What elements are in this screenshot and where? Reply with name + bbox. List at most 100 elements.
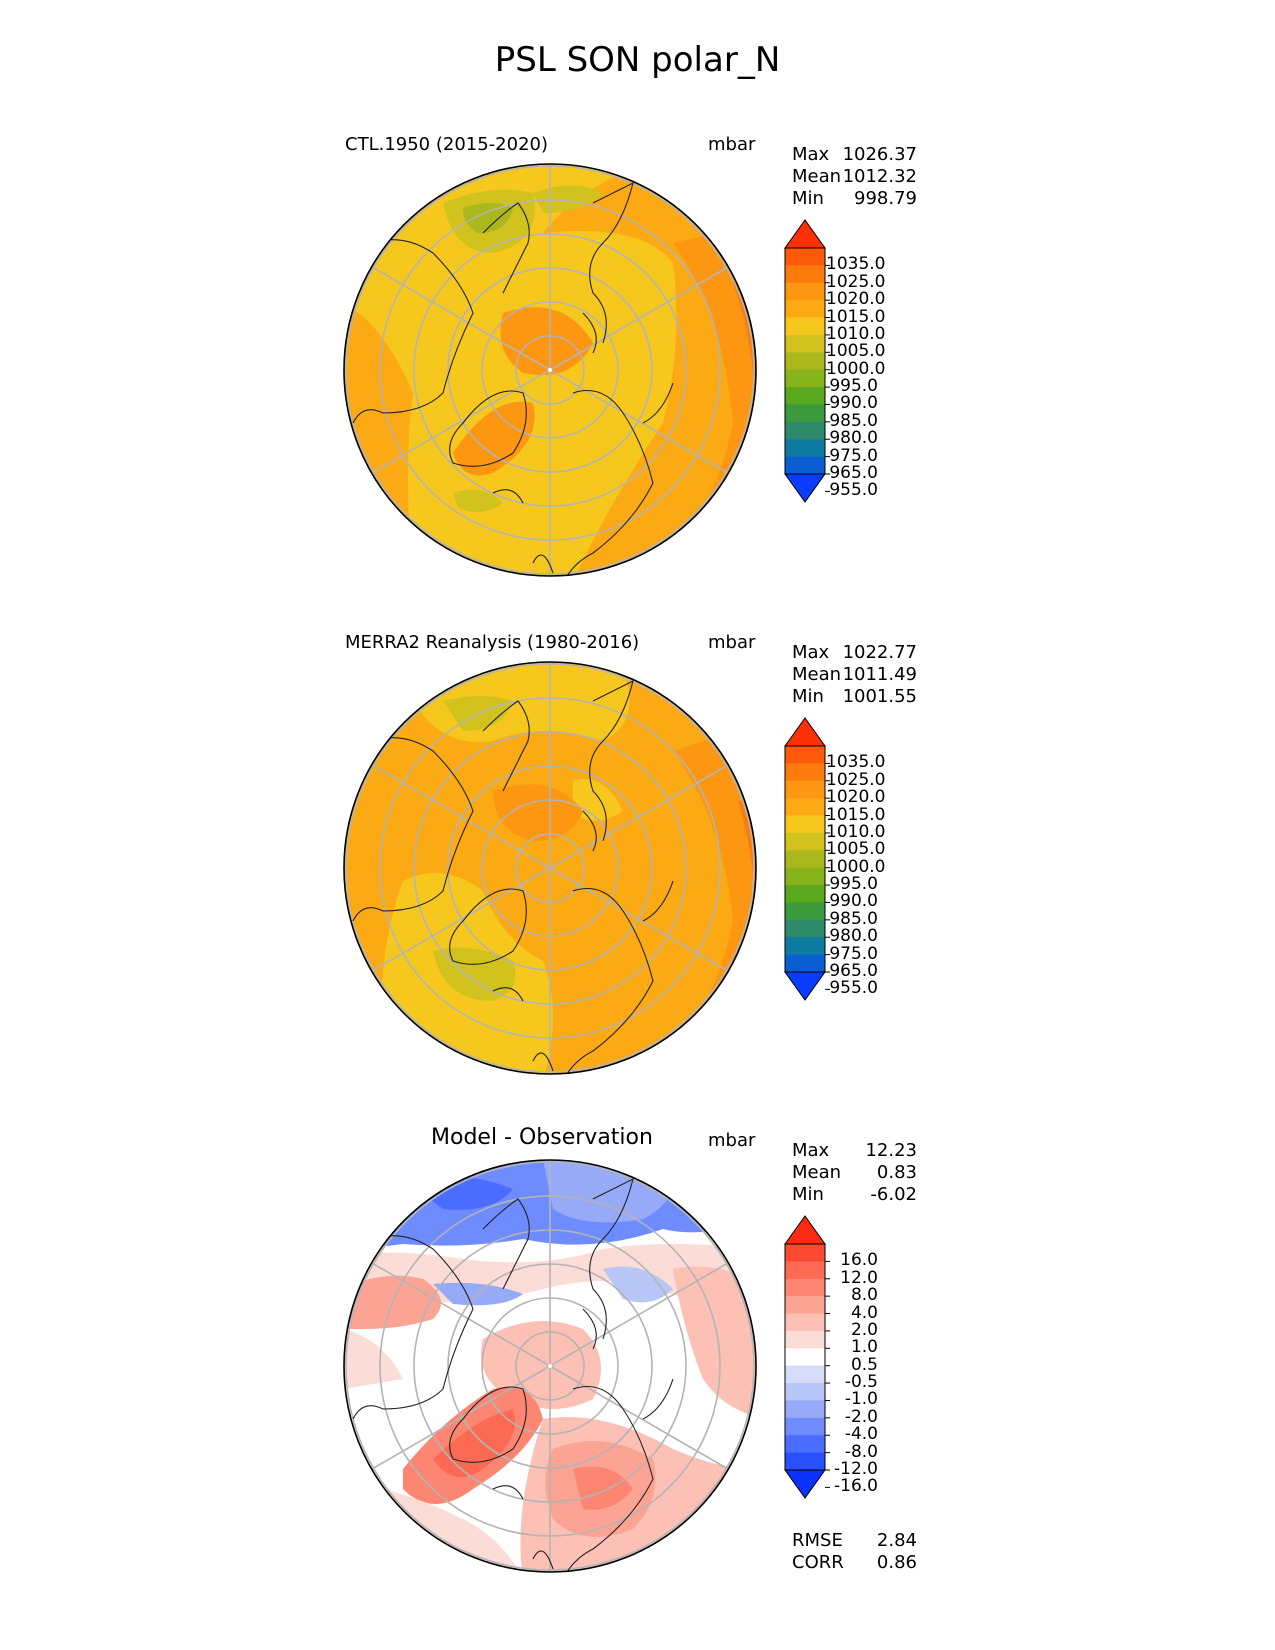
stat-value: 1022.77 bbox=[842, 642, 917, 663]
colorbar-tick-label: -16.0 bbox=[834, 1476, 878, 1497]
stat-label: Max bbox=[792, 1140, 830, 1161]
colorbar-extend-top bbox=[784, 219, 826, 249]
colorbar-tick-label: 1000.0 bbox=[826, 358, 886, 379]
stat-value: 1026.37 bbox=[842, 144, 917, 165]
colorbar-tick-label: 975.0 bbox=[829, 445, 878, 466]
colorbar-tick-label: 1025.0 bbox=[826, 271, 886, 292]
colorbar-tick-label: 1010.0 bbox=[826, 821, 886, 842]
colorbar-segment bbox=[785, 265, 825, 284]
stat-value: 0.83 bbox=[876, 1162, 917, 1183]
colorbar-tick-label: 955.0 bbox=[829, 480, 878, 501]
colorbar-segment bbox=[785, 387, 825, 405]
field-region bbox=[463, 203, 513, 233]
panel-2-map bbox=[343, 661, 757, 1075]
stat-label: Mean bbox=[792, 166, 842, 187]
colorbar-tick-label: 965.0 bbox=[829, 961, 878, 981]
colorbar-segment bbox=[785, 1365, 825, 1384]
colorbar-tick-label: -2.0 bbox=[844, 1406, 878, 1427]
stat-value: 12.23 bbox=[865, 1140, 917, 1161]
stat-label: Max bbox=[792, 642, 830, 663]
colorbar-segment bbox=[785, 300, 825, 319]
colorbar-tick-label: 985.0 bbox=[829, 410, 878, 431]
colorbar-tick-label: 1010.0 bbox=[826, 323, 886, 344]
colorbar-segment bbox=[785, 798, 825, 817]
colorbar-tick-label: 1.0 bbox=[850, 1337, 878, 1358]
colorbar-segment bbox=[785, 1383, 825, 1401]
colorbar-tick-label: 990.0 bbox=[829, 393, 878, 414]
colorbar-segment bbox=[785, 1452, 825, 1471]
panel-2-colorbar bbox=[784, 717, 830, 1001]
colorbar-segment bbox=[785, 1435, 825, 1454]
stat-value: -6.02 bbox=[870, 1184, 917, 1205]
colorbar-extend-bottom bbox=[784, 1469, 826, 1499]
panel-3-map bbox=[343, 1159, 757, 1573]
colorbar-extend-top bbox=[784, 717, 826, 747]
colorbar-segment bbox=[785, 352, 825, 371]
stat-label: CORR bbox=[792, 1552, 844, 1573]
colorbar-tick-label: -12.0 bbox=[834, 1459, 878, 1479]
colorbar-frame bbox=[784, 1243, 826, 1471]
panel-1-stats: Max 1026.37 Mean 1012.32 Min 998.79 bbox=[792, 144, 917, 210]
stat-label: Mean bbox=[792, 1162, 842, 1183]
field-region bbox=[433, 1409, 515, 1477]
panel-3-title: Model - Observation bbox=[431, 1125, 653, 1150]
colorbar-segment bbox=[785, 1244, 825, 1262]
colorbar-segment bbox=[785, 1417, 825, 1436]
stat-value: 2.84 bbox=[876, 1530, 917, 1551]
colorbar-extend-bottom bbox=[784, 971, 826, 1001]
panel-3-units: mbar bbox=[708, 1130, 756, 1151]
colorbar-tick-label: 1005.0 bbox=[826, 839, 886, 860]
colorbar-segment bbox=[785, 919, 825, 938]
colorbar-segment bbox=[785, 885, 825, 903]
colorbar-tick-label: 1015.0 bbox=[826, 804, 886, 825]
colorbar-segment bbox=[785, 439, 825, 458]
field-region bbox=[493, 784, 583, 841]
stat-label: Mean bbox=[792, 664, 842, 685]
colorbar-segment bbox=[785, 867, 825, 886]
colorbar-tick-label: 1025.0 bbox=[826, 769, 886, 790]
panel-3-extra-stats: RMSE 2.84 CORR 0.86 bbox=[792, 1530, 917, 1574]
colorbar-segment bbox=[785, 780, 825, 799]
colorbar-tick-label: 1015.0 bbox=[826, 306, 886, 327]
colorbar-segment bbox=[785, 1313, 825, 1332]
colorbar-segment bbox=[785, 334, 825, 353]
colorbar-tick-label: 16.0 bbox=[840, 1250, 878, 1271]
colorbar-tick-label: 995.0 bbox=[829, 874, 878, 895]
colorbar-tick-label: 975.0 bbox=[829, 943, 878, 964]
colorbar-segment bbox=[785, 282, 825, 301]
colorbar-segment bbox=[785, 1278, 825, 1297]
colorbar-tick-label: 980.0 bbox=[829, 428, 878, 449]
colorbar-segment bbox=[785, 937, 825, 956]
colorbar-segment bbox=[785, 317, 825, 336]
stat-value: 0.86 bbox=[876, 1552, 917, 1573]
stat-label: Min bbox=[792, 188, 824, 209]
colorbar-segment bbox=[785, 1348, 825, 1367]
panel-2-title: MERRA2 Reanalysis (1980-2016) bbox=[345, 632, 640, 653]
colorbar-tick-label: -4.0 bbox=[844, 1424, 878, 1445]
colorbar-frame bbox=[784, 247, 826, 475]
colorbar-tick-label: 12.0 bbox=[840, 1267, 878, 1288]
colorbar-tick-label: 995.0 bbox=[829, 376, 878, 397]
colorbar-frame bbox=[784, 745, 826, 973]
colorbar-tick-label: 1000.0 bbox=[826, 856, 886, 877]
panel-1-title: CTL.1950 (2015-2020) bbox=[345, 134, 549, 155]
colorbar-extend-top bbox=[784, 1215, 826, 1245]
colorbar-tick-label: -0.5 bbox=[844, 1372, 878, 1393]
colorbar-segment bbox=[785, 763, 825, 782]
colorbar-segment bbox=[785, 746, 825, 764]
colorbar-segment bbox=[785, 815, 825, 834]
colorbar-tick-label: 980.0 bbox=[829, 926, 878, 947]
colorbar-tick-label: -1.0 bbox=[844, 1389, 878, 1410]
colorbar-tick-label: 965.0 bbox=[829, 463, 878, 483]
colorbar-segment bbox=[785, 1400, 825, 1419]
stat-value: 1011.49 bbox=[842, 664, 917, 685]
colorbar-tick-label: 0.5 bbox=[850, 1354, 878, 1375]
colorbar-segment bbox=[785, 1296, 825, 1315]
colorbar-segment bbox=[785, 248, 825, 266]
stat-label: RMSE bbox=[792, 1530, 843, 1551]
stat-label: Max bbox=[792, 144, 830, 165]
colorbar-segment bbox=[785, 954, 825, 973]
colorbar-segment bbox=[785, 1330, 825, 1349]
stat-value: 1012.32 bbox=[842, 166, 917, 187]
colorbar-tick-label: 4.0 bbox=[850, 1302, 878, 1323]
